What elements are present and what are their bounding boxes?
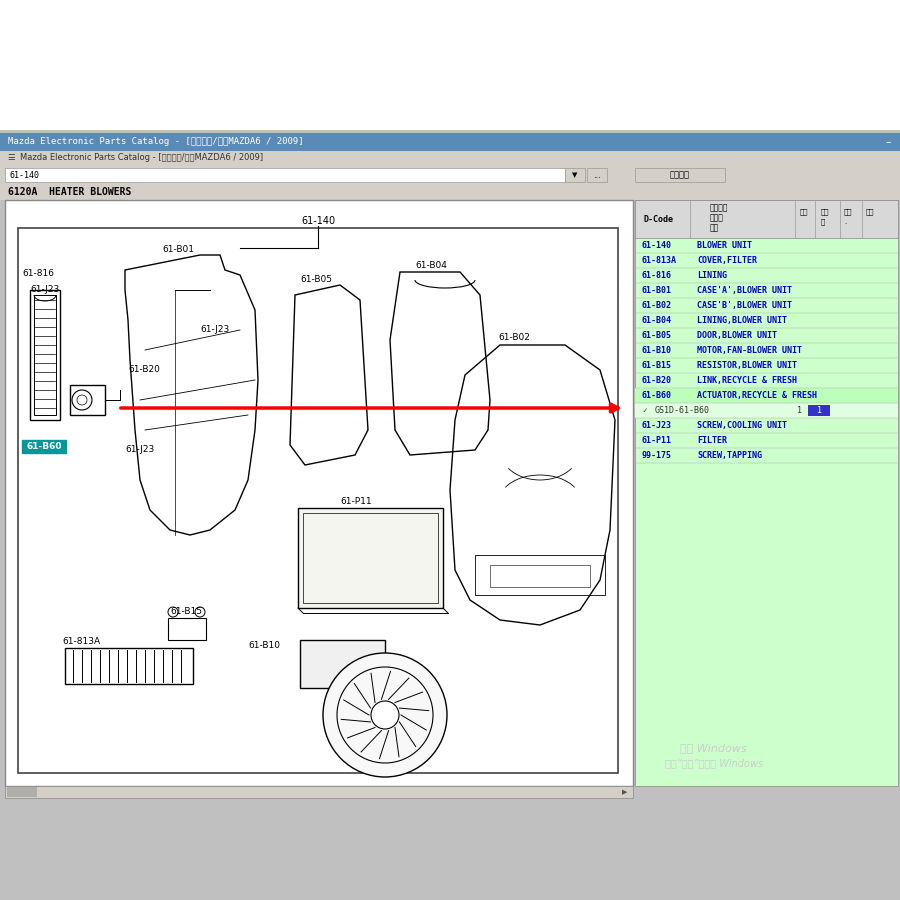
- Text: MOTOR,FAN-BLOWER UNIT: MOTOR,FAN-BLOWER UNIT: [697, 346, 802, 355]
- Text: 61-816: 61-816: [22, 269, 54, 278]
- Text: 61-B05: 61-B05: [641, 331, 671, 340]
- Text: 61-B20: 61-B20: [641, 376, 671, 385]
- Text: 61-B60: 61-B60: [26, 442, 62, 451]
- Text: 61-813A: 61-813A: [62, 637, 100, 646]
- Text: LINK,RECYCLE & FRESH: LINK,RECYCLE & FRESH: [697, 376, 797, 385]
- Text: GS1D-61-B60: GS1D-61-B60: [655, 406, 710, 415]
- Text: 61-140: 61-140: [10, 170, 40, 179]
- Bar: [22, 440, 66, 453]
- Text: 数量: 数量: [800, 209, 808, 215]
- Text: FILTER: FILTER: [697, 436, 727, 445]
- Bar: [0, 133, 900, 151]
- Text: CASE'B',BLOWER UNIT: CASE'B',BLOWER UNIT: [697, 301, 792, 310]
- Text: ACTUATOR,RECYCLE & FRESH: ACTUATOR,RECYCLE & FRESH: [697, 391, 817, 400]
- Text: COVER,FILTER: COVER,FILTER: [697, 256, 757, 265]
- Bar: [635, 200, 898, 238]
- Text: 6120A  HEATER BLOWERS: 6120A HEATER BLOWERS: [8, 187, 131, 197]
- Circle shape: [323, 653, 447, 777]
- Text: 61-B10: 61-B10: [641, 346, 671, 355]
- Bar: [5, 168, 565, 182]
- Text: 转到“设置”以激活 Windows: 转到“设置”以激活 Windows: [665, 758, 763, 768]
- Bar: [0, 184, 900, 200]
- Bar: [168, 618, 206, 640]
- Text: 61-J23: 61-J23: [125, 446, 154, 454]
- Text: LINING: LINING: [697, 271, 727, 280]
- Text: 61-J23: 61-J23: [200, 326, 230, 335]
- Text: 61-B01: 61-B01: [162, 245, 194, 254]
- Text: SCREW,TAPPING: SCREW,TAPPING: [697, 451, 762, 460]
- Bar: [635, 388, 898, 403]
- Text: 激活 Windows: 激活 Windows: [680, 743, 747, 753]
- Bar: [635, 168, 725, 182]
- Text: 61-B15: 61-B15: [641, 361, 671, 370]
- Bar: [587, 168, 607, 182]
- Text: 61-B10: 61-B10: [248, 642, 280, 651]
- Text: 61-B05: 61-B05: [300, 275, 332, 284]
- Text: 99-175: 99-175: [641, 451, 671, 460]
- Text: 61-B60: 61-B60: [641, 391, 671, 400]
- Text: D-Code: D-Code: [644, 214, 674, 223]
- Bar: [0, 151, 900, 166]
- Text: 代替: 代替: [866, 209, 875, 215]
- Bar: [0, 166, 900, 184]
- Text: 61-B20: 61-B20: [128, 365, 160, 374]
- Bar: [490, 565, 590, 587]
- Text: ▶: ▶: [622, 789, 627, 795]
- Text: 61-J23: 61-J23: [30, 284, 59, 293]
- Bar: [300, 640, 385, 688]
- Text: 1: 1: [796, 406, 802, 415]
- Text: DOOR,BLOWER UNIT: DOOR,BLOWER UNIT: [697, 331, 777, 340]
- Text: –: –: [886, 137, 891, 147]
- Text: 61-B02: 61-B02: [641, 301, 671, 310]
- Bar: [298, 508, 443, 608]
- Text: Mazda Electronic Parts Catalog - [目录图像/文本MAZDA6 / 2009]: Mazda Electronic Parts Catalog - [目录图像/文…: [20, 154, 263, 163]
- Text: 61-B15: 61-B15: [170, 608, 202, 616]
- Bar: [0, 130, 900, 900]
- Text: 61-B02: 61-B02: [498, 334, 530, 343]
- Text: 61-813A: 61-813A: [641, 256, 676, 265]
- Text: RESISTOR,BLOWER UNIT: RESISTOR,BLOWER UNIT: [697, 361, 797, 370]
- Text: 61-140: 61-140: [301, 216, 335, 226]
- Bar: [18, 228, 618, 773]
- Bar: [303, 513, 438, 603]
- Bar: [5, 786, 633, 798]
- Bar: [635, 200, 898, 786]
- Text: 数: 数: [821, 219, 825, 225]
- Bar: [65, 648, 193, 684]
- Text: 信息: 信息: [844, 209, 852, 215]
- Text: 61-P11: 61-P11: [340, 498, 372, 507]
- Bar: [808, 405, 830, 416]
- Bar: [565, 168, 585, 182]
- Text: SCREW,COOLING UNIT: SCREW,COOLING UNIT: [697, 421, 787, 430]
- Text: ▼: ▼: [572, 172, 578, 178]
- Text: 61-J23: 61-J23: [641, 421, 671, 430]
- Text: 61-140: 61-140: [641, 241, 671, 250]
- Text: CASE'A',BLOWER UNIT: CASE'A',BLOWER UNIT: [697, 286, 792, 295]
- Bar: [7, 787, 37, 797]
- Text: 附加参考: 附加参考: [670, 170, 690, 179]
- Text: 部件号: 部件号: [710, 213, 724, 222]
- Text: BLOWER UNIT: BLOWER UNIT: [697, 241, 752, 250]
- Bar: [635, 403, 898, 418]
- Text: 说明: 说明: [710, 223, 719, 232]
- Circle shape: [371, 701, 399, 729]
- Bar: [5, 200, 633, 786]
- Text: 1: 1: [816, 406, 822, 415]
- Text: 61-816: 61-816: [641, 271, 671, 280]
- Text: ...: ...: [593, 170, 601, 179]
- Text: ✓: ✓: [642, 406, 646, 415]
- Text: 61-P11: 61-P11: [641, 436, 671, 445]
- Bar: [70, 385, 105, 415]
- Text: 订购: 订购: [821, 209, 830, 215]
- Bar: [475, 555, 605, 595]
- Bar: [34, 295, 56, 415]
- Text: 61-B04: 61-B04: [415, 260, 447, 269]
- Text: 部件名称: 部件名称: [710, 203, 728, 212]
- Text: ☰: ☰: [7, 154, 14, 163]
- Text: 61-B04: 61-B04: [641, 316, 671, 325]
- Text: .: .: [844, 219, 846, 225]
- Text: LINING,BLOWER UNIT: LINING,BLOWER UNIT: [697, 316, 787, 325]
- Text: 61-B01: 61-B01: [641, 286, 671, 295]
- Text: Mazda Electronic Parts Catalog - [目录图像/文本MAZDA6 / 2009]: Mazda Electronic Parts Catalog - [目录图像/文…: [8, 138, 303, 147]
